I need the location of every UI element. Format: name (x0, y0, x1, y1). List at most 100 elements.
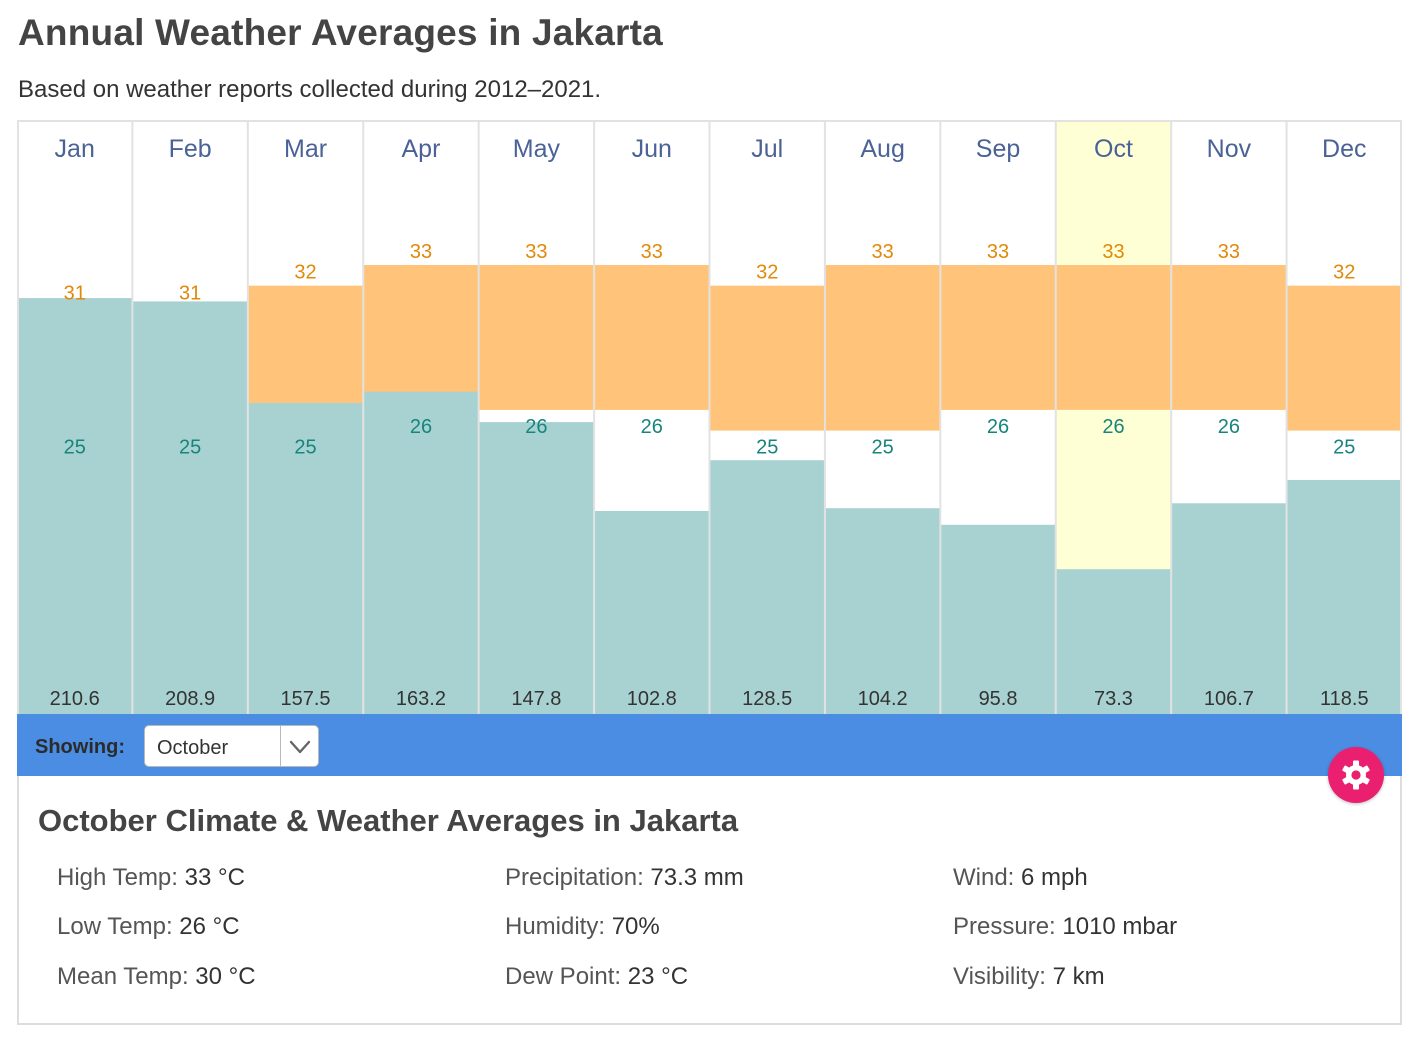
precip-value-label: 118.5 (1320, 688, 1369, 710)
stat-label: Precipitation: (505, 864, 644, 891)
month-select[interactable]: October (144, 725, 319, 767)
precip-value-label: 95.8 (979, 688, 1018, 710)
precip-value-label: 163.2 (396, 688, 446, 710)
precip-bar (594, 510, 710, 714)
stat-value: 70% (611, 913, 660, 940)
month-label: Jan (55, 135, 95, 163)
temp-range-bar (1171, 265, 1287, 410)
stat-mean-temp: Mean Temp: 30 °C (57, 963, 256, 991)
showing-label: Showing: (35, 736, 125, 758)
stat-label: Wind: (953, 864, 1015, 891)
month-details-panel: October Climate & Weather Averages in Ja… (17, 776, 1402, 1025)
stat-value: 33 °C (184, 864, 245, 891)
stat-value: 7 km (1052, 963, 1105, 990)
stat-wind: Wind: 6 mph (953, 864, 1088, 892)
low-temp-label: 26 (641, 416, 663, 438)
month-label: Dec (1322, 135, 1366, 163)
stat-value: 30 °C (195, 963, 256, 990)
month-label: Nov (1207, 135, 1252, 163)
low-temp-label: 26 (1102, 416, 1124, 438)
low-temp-label: 25 (64, 437, 86, 459)
precip-value-label: 157.5 (281, 688, 331, 710)
high-temp-label: 32 (294, 262, 316, 284)
month-label: Apr (402, 135, 441, 163)
precip-value-label: 102.8 (627, 688, 677, 710)
precip-bar (1286, 479, 1402, 714)
month-label: May (513, 135, 561, 163)
stat-dew-point: Dew Point: 23 °C (505, 963, 688, 991)
stat-high-temp: High Temp: 33 °C (57, 864, 245, 892)
month-select-divider (280, 726, 281, 766)
stat-value: 23 °C (627, 963, 689, 990)
high-temp-label: 32 (1333, 262, 1355, 284)
temp-range-bar (1286, 285, 1402, 431)
climate-chart-svg: Jan 31 25 210.6 Feb 31 25 208.9 Mar 32 25 157.5 Apr 3… (17, 120, 1402, 714)
precip-bar (363, 391, 479, 714)
precip-bar (247, 402, 364, 714)
climate-chart: Jan 31 25 210.6 Feb 31 25 208.9 Mar 32 25 157.5 Apr 3… (17, 120, 1402, 714)
month-label: Sep (976, 135, 1020, 163)
precip-value-label: 106.7 (1204, 688, 1254, 710)
stat-low-temp: Low Temp: 26 °C (57, 913, 240, 941)
high-temp-label: 33 (525, 241, 547, 263)
temp-range-bar (824, 265, 941, 431)
stat-value: 6 mph (1021, 864, 1088, 891)
high-temp-label: 31 (64, 282, 86, 304)
month-select-value: October (157, 737, 229, 759)
precip-value-label: 147.8 (511, 688, 561, 710)
details-title: October Climate & Weather Averages in Ja… (38, 803, 739, 838)
precip-bar (132, 301, 248, 714)
high-temp-label: 33 (641, 241, 663, 263)
month-label: Oct (1094, 135, 1133, 163)
stat-value: 1010 mbar (1062, 913, 1178, 940)
precip-bar (17, 298, 133, 714)
low-temp-label: 26 (1218, 416, 1240, 438)
low-temp-label: 25 (294, 437, 316, 459)
precip-bar (940, 524, 1056, 714)
month-label: Aug (860, 135, 904, 163)
low-temp-label: 26 (525, 416, 547, 438)
stat-label: Mean Temp: (57, 963, 189, 990)
low-temp-label: 25 (756, 437, 778, 459)
month-label: Jul (751, 135, 783, 163)
precip-bar (709, 460, 825, 714)
page-title: Annual Weather Averages in Jakarta (18, 12, 663, 53)
page-subtitle: Based on weather reports collected durin… (18, 76, 602, 103)
stat-label: Visibility: (953, 963, 1046, 990)
high-temp-label: 32 (756, 262, 778, 284)
precip-bar (1171, 503, 1287, 714)
precip-value-label: 208.9 (165, 688, 215, 710)
temp-range-bar (363, 265, 479, 410)
high-temp-label: 33 (872, 241, 894, 263)
high-temp-label: 31 (179, 282, 201, 304)
stat-visibility: Visibility: 7 km (953, 963, 1105, 991)
high-temp-label: 33 (1102, 241, 1124, 263)
precip-bar (1055, 569, 1172, 714)
month-label: Feb (169, 135, 212, 163)
stat-label: High Temp: (57, 864, 178, 891)
gear-icon (1342, 760, 1370, 790)
chevron-down-icon[interactable] (288, 736, 312, 758)
precip-value-label: 104.2 (858, 688, 908, 710)
low-temp-label: 25 (872, 437, 894, 459)
precip-bar (478, 422, 595, 714)
precip-value-label: 128.5 (742, 688, 792, 710)
stat-label: Humidity: (505, 913, 606, 940)
temp-range-bar (478, 265, 595, 410)
month-toolbar: Showing: October (17, 714, 1402, 776)
stat-value: 73.3 mm (650, 864, 744, 891)
high-temp-label: 33 (987, 241, 1009, 263)
precip-bar (824, 508, 941, 714)
precip-value-label: 73.3 (1094, 688, 1133, 710)
stat-precipitation: Precipitation: 73.3 mm (505, 864, 744, 892)
stat-label: Pressure: (953, 913, 1056, 940)
high-temp-label: 33 (410, 241, 432, 263)
stat-pressure: Pressure: 1010 mbar (953, 913, 1177, 941)
settings-button[interactable] (1328, 747, 1384, 803)
month-label: Jun (632, 135, 672, 163)
low-temp-label: 25 (1333, 437, 1355, 459)
stat-humidity: Humidity: 70% (505, 913, 660, 941)
temp-range-bar (709, 285, 825, 431)
stat-label: Low Temp: (57, 913, 173, 940)
high-temp-label: 33 (1218, 241, 1240, 263)
